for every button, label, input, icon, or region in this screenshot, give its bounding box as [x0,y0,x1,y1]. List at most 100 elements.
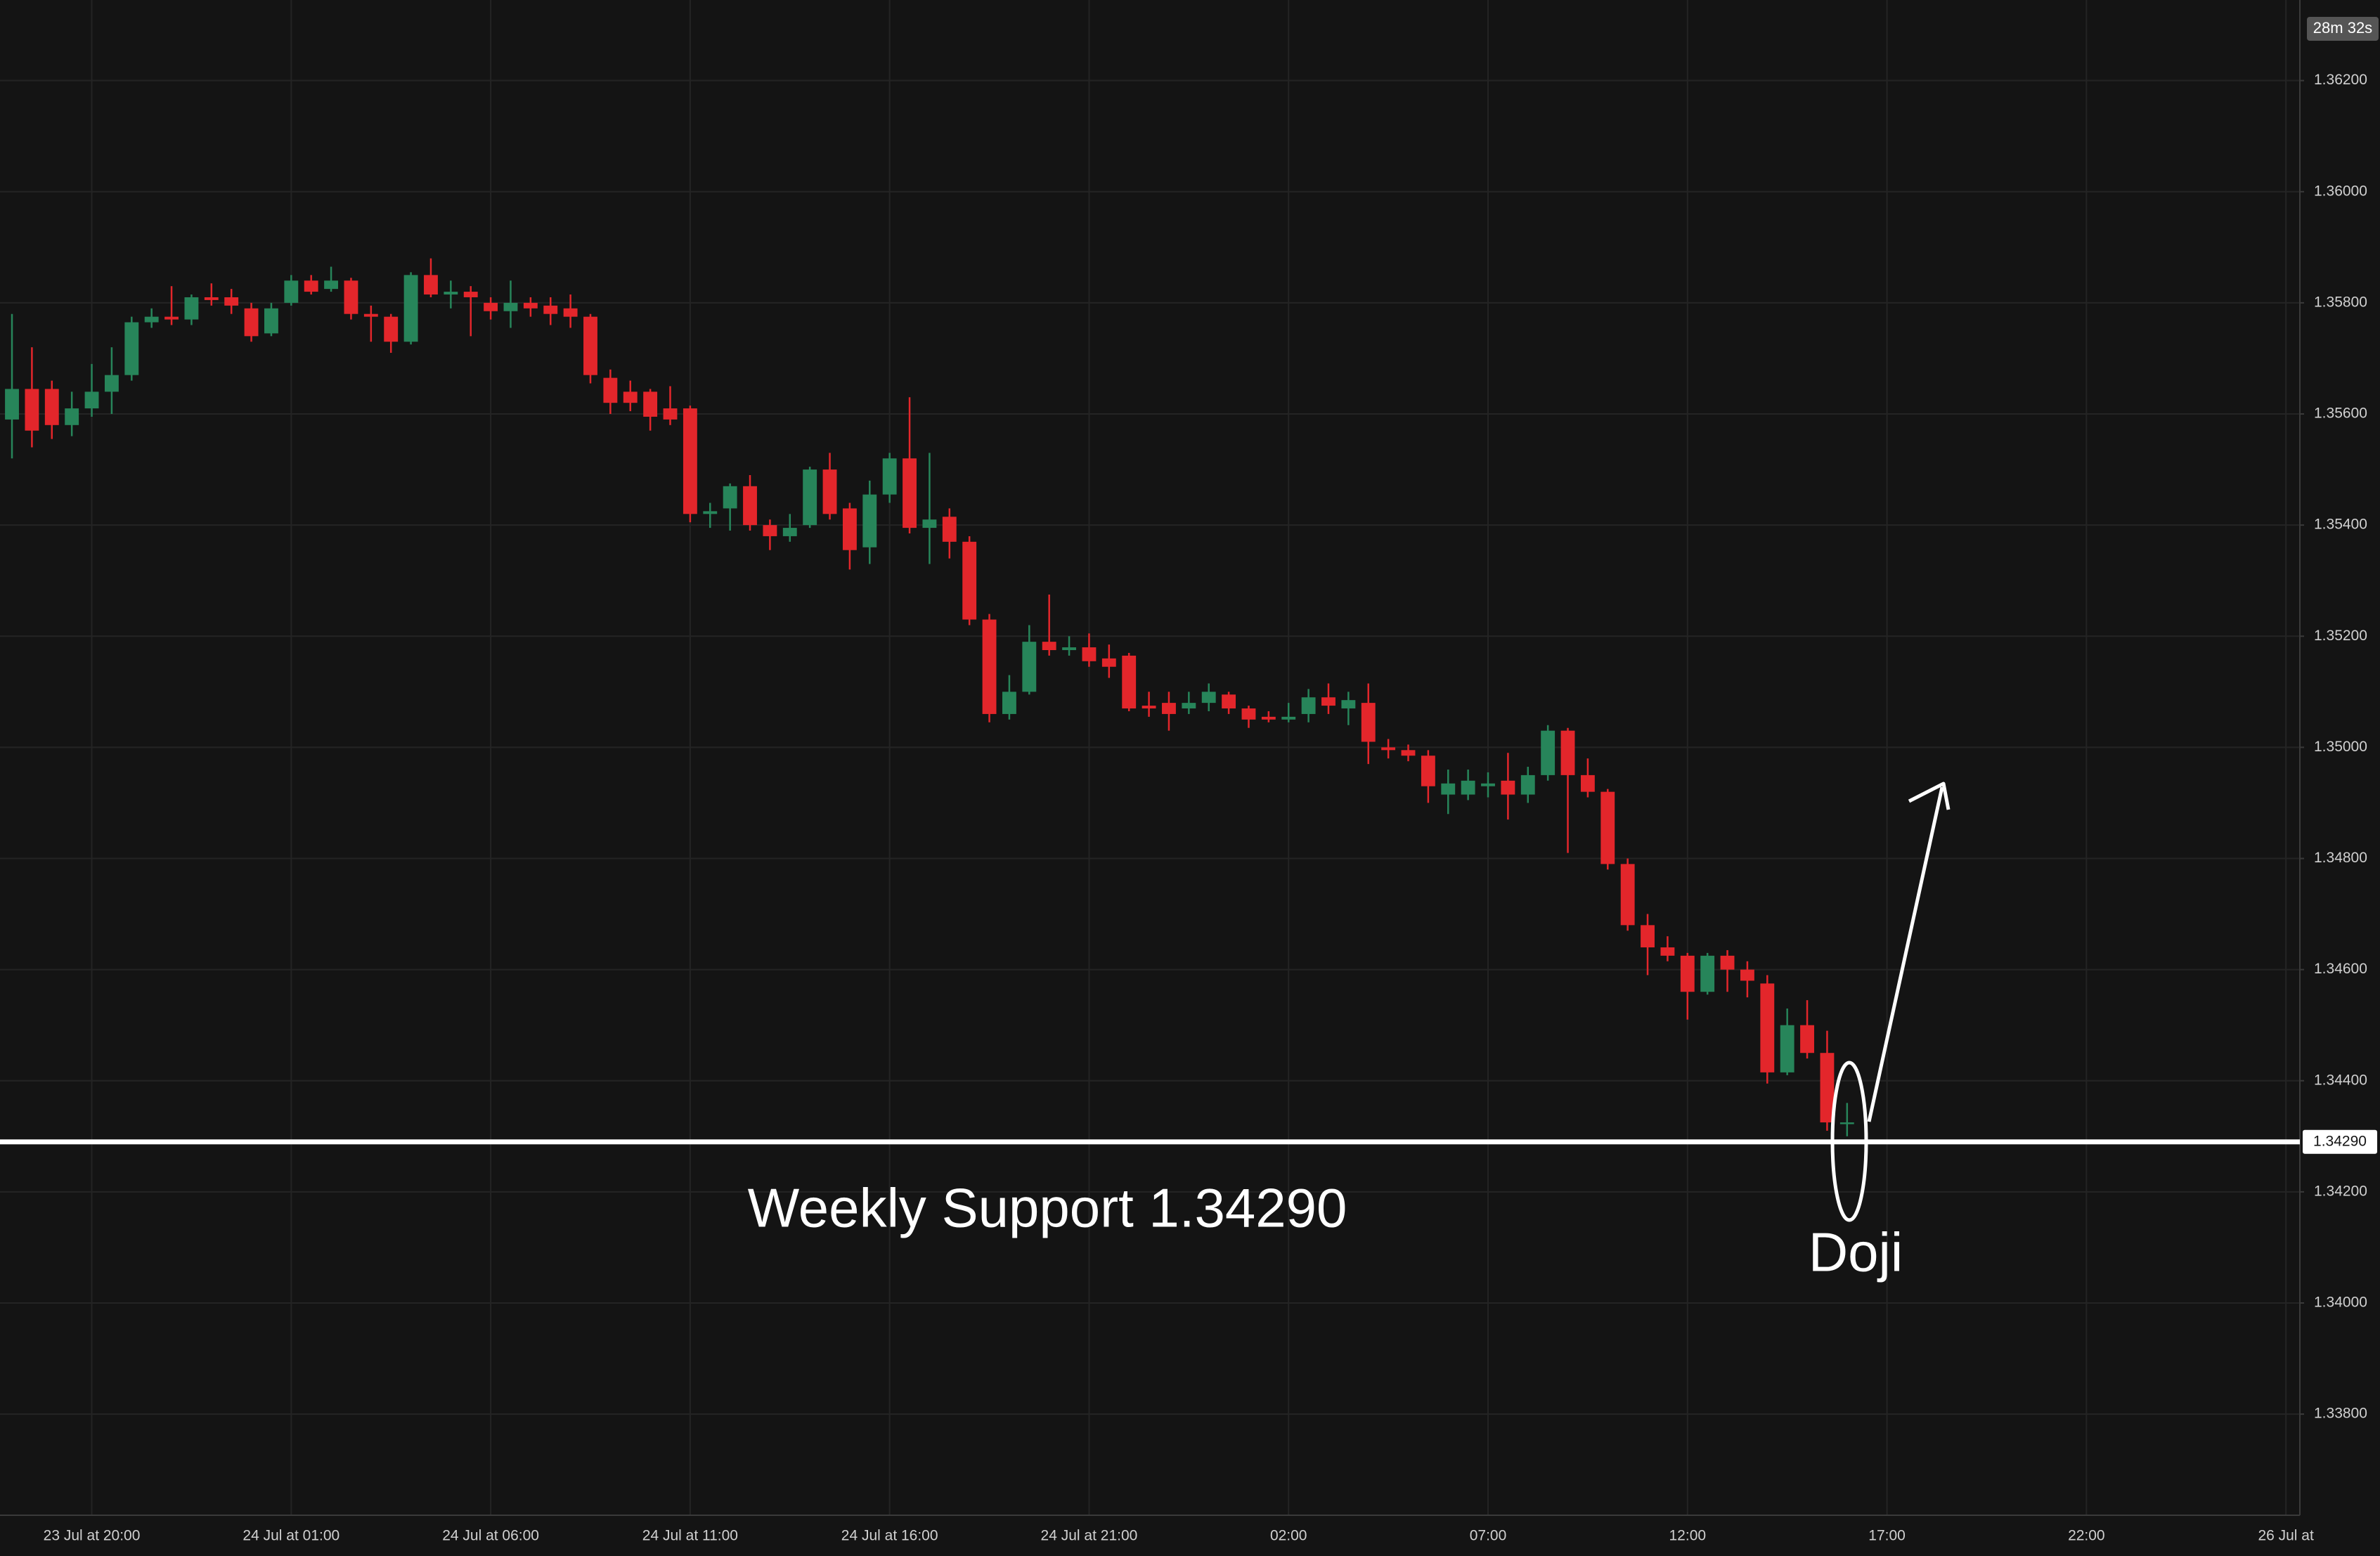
candle-body [1182,703,1196,709]
candle-body [1760,983,1775,1072]
candle-body [304,280,318,292]
candle-body [1241,708,1256,720]
candle-body [1301,697,1316,714]
candle-body [184,297,199,320]
candle-body [1560,730,1575,775]
countdown-box [2307,17,2379,41]
candle-body [1082,647,1097,661]
candle-body [164,316,179,320]
y-tick-label: 1.36200 [2314,72,2367,88]
arrow-head [1908,782,1951,810]
candle-body [1780,1025,1794,1072]
y-tick-label: 1.36000 [2314,183,2367,199]
annotations: Doji Weekly Support 1.34290 [0,782,2300,1283]
candle-body [1062,647,1077,651]
candle-body [1461,780,1475,795]
candle-body [5,389,19,420]
candle-body [324,280,339,290]
candle-body [1541,730,1556,775]
x-tick-label: 26 Jul at [2258,1528,2314,1544]
support-axis-box [2303,1129,2377,1154]
x-tick-label: 24 Jul at 16:00 [841,1528,938,1544]
candle-body [1501,780,1515,795]
x-tick-label: 17:00 [1868,1528,1906,1544]
candle-body [1122,655,1137,709]
y-tick-label: 1.34400 [2314,1072,2367,1088]
candle-body [84,391,99,409]
candle-body [903,458,917,529]
candle-body [1042,642,1056,651]
candle-body [25,389,39,431]
y-tick-label: 1.33800 [2314,1406,2367,1422]
candle-body [543,305,558,314]
x-tick-label: 23 Jul at 20:00 [44,1528,141,1544]
candle-body [583,316,597,375]
candle-body [204,297,219,300]
x-tick-label: 02:00 [1270,1528,1307,1544]
candle-body [384,316,399,342]
arrow-shaft [1867,786,1944,1122]
candle-body [463,292,478,297]
y-tick-label: 1.34600 [2314,961,2367,977]
candle-body [1520,774,1535,795]
candle-body [424,275,438,295]
candle-body [344,280,358,314]
candle-body [1839,1122,1854,1124]
doji-label: Doji [1809,1221,1903,1283]
y-tick-label: 1.35200 [2314,628,2367,644]
candle-body [803,469,817,526]
candle-body [842,508,857,550]
candle-body [1800,1025,1814,1053]
candle-body [1580,774,1595,792]
candle-body [603,377,618,403]
candle-body [1720,955,1735,970]
candle-body [1002,692,1016,714]
axes: 1.36200 1.36000 1.35800 1.35600 1.35400 1.352… [44,17,2379,1544]
candle-body [1201,692,1216,704]
candle-body [1441,783,1456,795]
candle-body [264,308,278,334]
candle-body [1620,864,1635,926]
candle-body [643,391,658,417]
candle-body [1261,716,1276,720]
candles [5,258,1854,1136]
candle-body [403,275,418,342]
candle-body [44,389,59,425]
candle-body [1341,700,1356,709]
candle-body [1740,969,1754,981]
candle-body [1101,658,1116,667]
x-tick-label: 22:00 [2068,1528,2105,1544]
candle-body [623,391,638,403]
candle-body [363,313,378,317]
x-tick-label: 12:00 [1669,1528,1707,1544]
candle-body [703,511,718,514]
candle-body [743,486,757,526]
x-tick-label: 24 Jul at 21:00 [1041,1528,1138,1544]
candle-body [1481,783,1495,786]
x-tick-label: 24 Jul at 06:00 [442,1528,539,1544]
candle-body [982,619,997,714]
y-tick-label: 1.35000 [2314,739,2367,755]
candle-body [1401,750,1416,756]
support-label: Weekly Support 1.34290 [748,1176,1347,1238]
x-tick-label: 24 Jul at 11:00 [642,1528,738,1544]
candle-body [1222,694,1236,709]
candle-body [663,408,678,420]
candle-body [503,302,518,311]
candle-body [1680,955,1695,992]
candle-body [104,375,119,392]
candle-body [782,528,797,536]
candle-body [882,458,897,495]
candle-body [862,494,877,547]
x-tick-label: 24 Jul at 01:00 [242,1528,339,1544]
candle-body [523,302,538,309]
candle-body [244,308,259,337]
y-tick-label: 1.35400 [2314,517,2367,533]
candle-body [1641,925,1655,947]
candle-body [822,469,837,514]
candle-body [1162,703,1176,714]
candle-body [1660,947,1675,956]
candle-body [144,316,159,323]
candle-body [683,408,697,514]
